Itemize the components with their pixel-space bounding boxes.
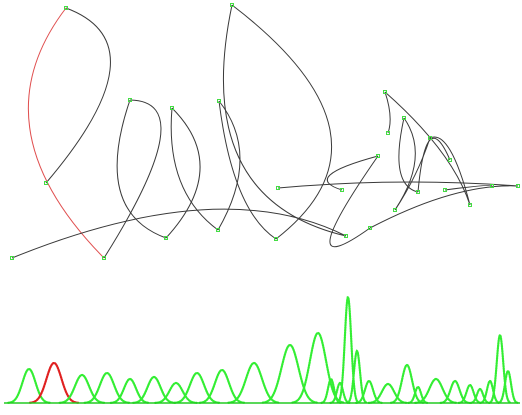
gaussian-peak [58,373,106,404]
control-point [516,184,520,188]
gaussian-peak [407,385,429,404]
control-point [490,184,494,188]
stroke-curve [444,185,493,191]
stroke-curve [222,4,347,237]
gaussian-profile [7,296,519,405]
gaussian-peak [154,381,198,404]
stroke-curve [11,208,347,259]
control-point [128,98,132,102]
gaussian-peak [261,343,318,404]
control-point [443,188,447,192]
gaussian-peak [497,369,519,404]
stroke-curve [165,107,201,239]
stroke-curve [327,155,379,191]
stroke-control-points [10,3,520,260]
stroke-curve [103,99,162,259]
gaussian-peak [488,334,511,404]
control-point [416,190,420,194]
gaussian-peak [469,387,491,405]
gaussian-peak [173,371,221,404]
gaussian-peak [83,371,131,404]
control-point [468,203,472,207]
gaussian-peak [355,379,383,404]
gaussian-peak [320,377,342,404]
stroke-curve [394,117,416,211]
control-point [368,226,372,230]
gaussian-peak [367,382,408,404]
control-point [376,154,380,158]
gaussian-peak [109,377,150,404]
stroke-curve [429,136,471,206]
control-point [44,181,48,185]
gaussian-peak [389,363,425,404]
stroke-curve [384,91,471,206]
control-point [10,256,14,260]
gaussian-peak [7,367,51,404]
gaussian-peak [457,383,482,404]
stroke-curve [417,137,451,193]
gaussian-peak [336,296,359,404]
control-point [170,106,174,110]
stroke-curve [384,91,391,134]
stroke-curve [394,137,431,211]
stroke-curve [277,181,519,189]
stroke-curve [231,4,333,240]
stroke-curve [329,155,379,248]
control-point [386,131,390,135]
control-point [216,228,220,232]
stroke-curve [170,107,219,231]
gaussian-peak [414,377,458,404]
gaussian-peak [479,379,501,404]
control-point [164,236,168,240]
control-point [428,136,432,140]
control-point [64,6,68,10]
stroke-curve [369,185,519,229]
handwriting-strokes [11,4,519,259]
gaussian-peak [329,381,351,404]
control-point [217,99,221,103]
control-point [274,237,278,241]
control-point [402,116,406,120]
stroke-curve [116,99,167,239]
stroke-curve [398,117,419,193]
control-point [344,234,348,238]
control-point [393,208,397,212]
control-point [448,158,452,162]
control-point [102,256,106,260]
control-point [276,186,280,190]
control-point [383,90,387,94]
gaussian-peak [132,375,176,404]
gaussian-peak-highlighted [28,361,80,404]
control-point [230,3,234,7]
control-point [340,188,344,192]
stroke-curve [45,7,111,184]
stroke-curve-highlighted [27,7,105,259]
stroke-curve [218,100,277,240]
